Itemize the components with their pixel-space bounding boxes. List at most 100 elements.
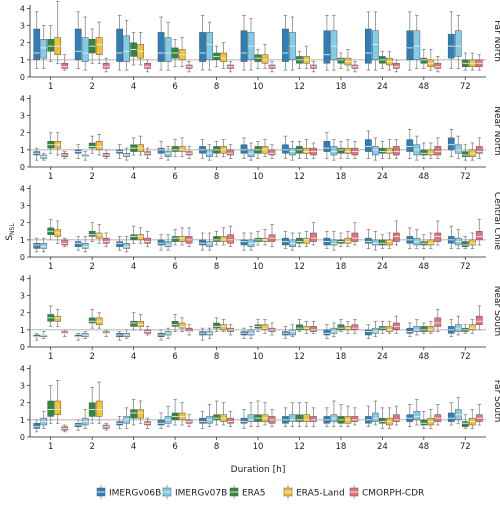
box-imergv06b [199,139,206,159]
box-imergv07b [454,315,462,336]
box-body [372,239,379,246]
box-body [475,231,483,241]
x-tick-label: 8 [214,172,219,182]
box-body [379,417,386,424]
box-era5-land [220,402,227,426]
box-body [157,239,165,246]
box-era5-land [137,227,144,244]
legend-label: IMERGv06B [109,489,161,499]
box-body [240,30,248,62]
box-imergv06b [199,232,206,251]
x-tick-label: 6 [172,82,177,92]
box-imergv06b [406,128,414,159]
box-imergv07b [40,331,48,339]
box-era5-land [468,142,476,161]
box-imergv06b [447,11,455,69]
box-era5 [171,229,179,246]
box-body [74,241,82,247]
box-era5-land [427,232,435,249]
box-body [365,139,372,152]
box-era5 [296,50,303,69]
box-body [247,329,255,336]
box-body [261,54,269,64]
box-body [406,30,414,61]
box-imergv06b [406,404,414,428]
box-era5-land [261,402,269,426]
box-imergv06b [157,16,165,71]
box-era5-land [344,139,352,159]
x-tick-label: 24 [377,262,388,272]
box-imergv07b [372,11,379,71]
box-body [199,417,206,424]
x-tick-label: 10 [253,262,264,272]
box-era5 [337,319,345,332]
box-imergv07b [454,397,462,424]
box-imergv06b [282,135,289,159]
box-body [137,409,144,419]
box-imergv07b [206,327,213,339]
box-era5-land [220,319,227,332]
box-body [171,236,179,242]
box-cmorph-cdr [185,61,193,73]
box-imergv07b [372,230,379,251]
box-body [372,30,379,61]
y-axis-label-main: S [5,235,15,241]
x-tick-label: 8 [214,262,219,272]
box-body [54,315,62,322]
box-era5-land [261,229,269,246]
box-body [434,232,442,242]
box-imergv07b [413,14,421,69]
box-cmorph-cdr [185,227,193,248]
box-cmorph-cdr [61,237,69,248]
box-body [213,414,220,421]
box-imergv06b [116,416,123,429]
box-imergv06b [199,327,206,341]
box-era5-land [95,134,103,156]
x-tick-label: 6 [172,442,177,452]
box-imergv06b [33,11,41,69]
x-tick-label: 4 [131,262,136,272]
box-imergv07b [123,236,130,253]
box-cmorph-cdr [475,404,483,426]
box-era5-land [95,21,103,64]
panel-strip-label: Near South [492,286,500,337]
box-imergv07b [289,232,296,251]
box-era5 [88,308,96,329]
box-body [427,326,435,332]
box-era5-land [178,317,186,332]
box-era5 [337,52,345,69]
box-body [227,234,234,244]
box-era5 [379,407,386,429]
x-tick-label: 72 [460,172,471,182]
x-tick-label: 6 [172,262,177,272]
box-imergv06b [240,327,248,339]
box-cmorph-cdr [310,407,317,428]
box-era5 [213,400,220,426]
box-era5 [296,140,303,159]
box-cmorph-cdr [434,137,442,159]
box-body [61,63,69,69]
box-imergv06b [323,14,331,71]
box-imergv06b [116,331,123,341]
box-imergv06b [365,11,372,71]
legend-item-cmorph-cdr: CMORPH-CDR [349,485,424,499]
box-cmorph-cdr [351,319,359,334]
box-body [323,30,331,64]
box-imergv07b [330,14,338,71]
box-imergv07b [40,152,48,161]
legend: IMERGv06B IMERGv07B ERA5 ERA5-Land CMORPH-CD… [96,485,424,499]
box-era5 [171,139,179,158]
box-cmorph-cdr [185,414,193,428]
box-era5 [296,232,303,248]
box-body [178,236,186,242]
box-imergv07b [289,324,296,338]
box-cmorph-cdr [268,224,276,248]
box-body [81,37,89,62]
box-era5 [47,132,55,154]
box-era5 [130,398,137,426]
box-body [116,241,123,247]
box-imergv07b [413,135,421,161]
box-body [454,30,462,57]
